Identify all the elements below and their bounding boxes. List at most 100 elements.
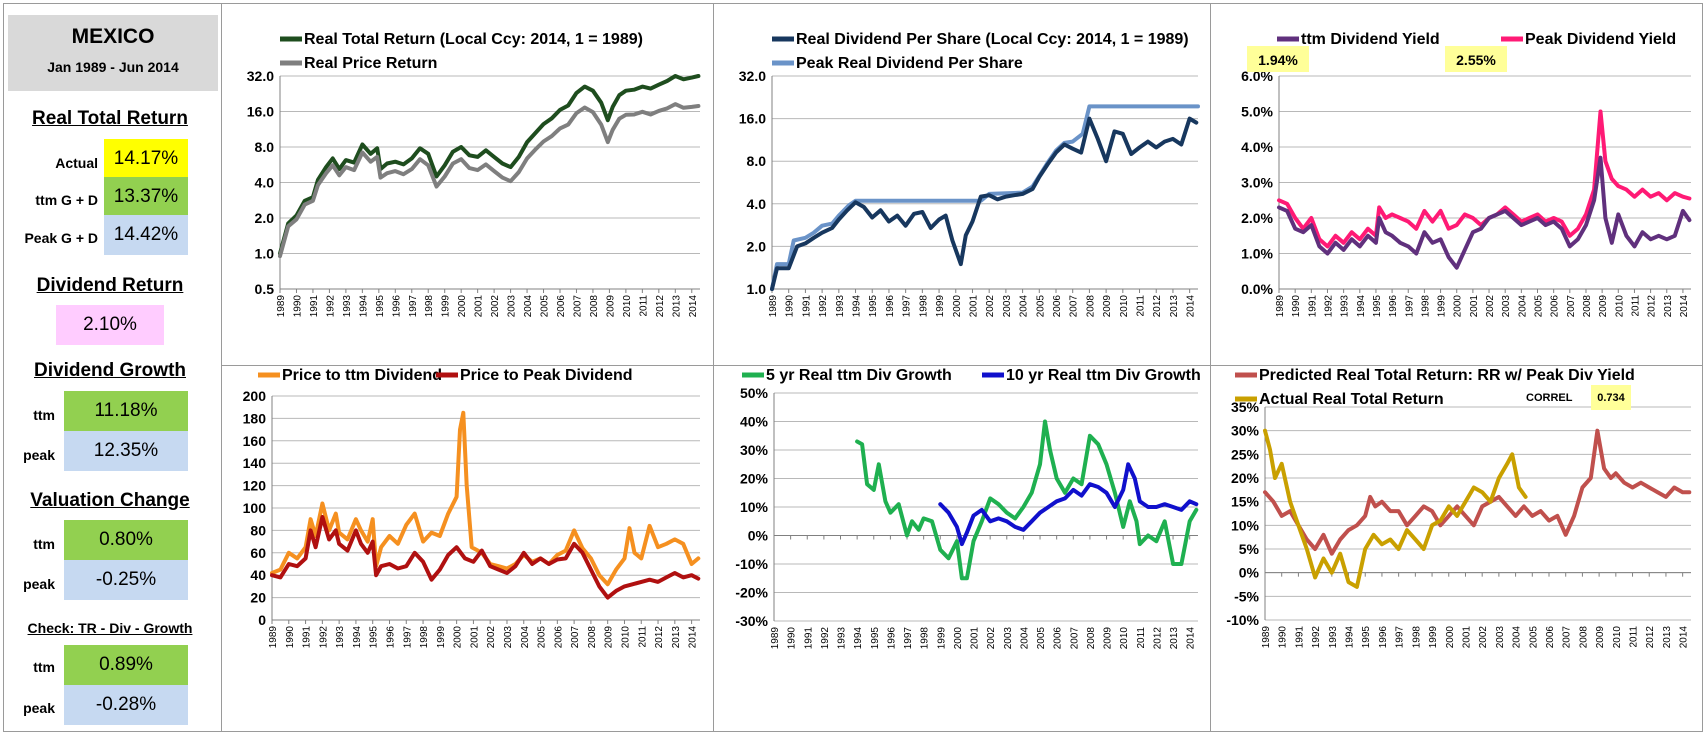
x-tick-label: 2000 (1453, 295, 1464, 318)
divider-horizontal (221, 365, 1703, 366)
value-growth-peak: 12.35% (64, 431, 188, 471)
dashboard-frame (3, 3, 1703, 732)
x-tick-label: 2013 (671, 626, 682, 649)
x-tick-label: 2009 (1595, 626, 1606, 649)
y-tick-label: 8.0 (747, 153, 767, 169)
real-total-return-heading: Real Total Return (32, 108, 188, 129)
x-tick-label: 1997 (1395, 626, 1406, 649)
y-tick-label: 10% (740, 499, 769, 515)
x-tick-label: 2003 (503, 626, 514, 649)
x-tick-label: 2002 (490, 295, 501, 318)
x-tick-label: 2008 (1582, 295, 1593, 318)
y-tick-label: 30% (1231, 423, 1260, 439)
x-tick-label: 2012 (1645, 626, 1656, 649)
y-tick-label: 4.0 (255, 175, 275, 191)
x-tick-label: 2009 (1598, 295, 1609, 318)
y-tick-label: 35% (1231, 399, 1260, 415)
row-label-peak-gd: Peak G + D (24, 230, 98, 246)
x-tick-label: 2002 (985, 295, 996, 318)
x-tick-label: 2002 (986, 627, 997, 650)
y-tick-label: 5.0% (1241, 104, 1273, 120)
y-tick-label: 0 (258, 612, 266, 628)
x-tick-label: 2002 (1478, 626, 1489, 649)
legend-label: Price to ttm Dividend (282, 367, 442, 384)
x-tick-label: 1998 (920, 627, 931, 650)
x-tick-label: 1999 (1428, 626, 1439, 649)
y-tick-label: -10% (1226, 612, 1259, 628)
value-valuation-peak: -0.25% (64, 560, 188, 600)
series-line-real-price-return (278, 102, 701, 259)
x-tick-label: 2013 (1663, 295, 1674, 318)
row-label-ttm-gd: ttm G + D (35, 192, 98, 208)
x-tick-label: 2011 (1630, 295, 1641, 317)
x-tick-label: 1989 (768, 295, 779, 318)
x-tick-label: 2014 (1186, 295, 1197, 318)
x-tick-label: 1998 (1411, 626, 1422, 649)
value-peak-gd: 14.42% (104, 215, 188, 255)
x-tick-label: 1997 (408, 295, 419, 318)
correl-label: CORREL (1526, 392, 1573, 404)
x-tick-label: 1992 (818, 295, 829, 318)
x-tick-label: 1995 (868, 295, 879, 318)
y-tick-label: 20% (740, 471, 769, 487)
x-tick-label: 2003 (507, 295, 518, 318)
x-tick-label: 1989 (276, 295, 287, 318)
x-tick-label: 1990 (285, 626, 296, 649)
value-ttm-gd: 13.37% (104, 177, 188, 217)
x-tick-label: 1993 (1340, 295, 1351, 318)
x-tick-label: 2002 (1485, 295, 1496, 318)
x-tick-label: 1996 (1378, 626, 1389, 649)
row-label-growth-peak: peak (23, 447, 55, 463)
x-tick-label: 1991 (1307, 295, 1318, 318)
x-tick-label: 2001 (968, 295, 979, 318)
x-tick-label: 2008 (1086, 627, 1097, 650)
x-tick-label: 2005 (1036, 627, 1047, 650)
x-tick-label: 2007 (572, 295, 583, 318)
x-tick-label: 1997 (902, 295, 913, 318)
x-tick-label: 1991 (302, 626, 313, 649)
x-tick-label: 1994 (1356, 295, 1367, 318)
x-tick-label: 2004 (523, 295, 534, 318)
divider-middle (713, 3, 714, 732)
country-name: MEXICO (71, 25, 155, 48)
value-valuation-ttm: 0.80% (64, 520, 188, 560)
x-tick-label: 2007 (570, 626, 581, 649)
x-tick-label: 2006 (1052, 295, 1063, 318)
x-tick-label: 1995 (369, 626, 380, 649)
y-tick-label: 0.0% (1241, 281, 1273, 297)
x-tick-label: 2012 (654, 626, 665, 649)
x-tick-label: 1995 (375, 295, 386, 318)
x-tick-label: 2013 (671, 295, 682, 318)
series-line-price-to-peak-dividend (270, 515, 701, 600)
chart-real-dividend-per-share: 1.0 2.0 4.0 8.0 16.0 32.0 1989 1990 1991 1992 1993… (739, 31, 1200, 318)
x-tick-label: 2004 (1019, 295, 1030, 318)
y-tick-label: 4.0 (747, 196, 767, 212)
x-tick-label: 1996 (885, 295, 896, 318)
dividend-return-heading: Dividend Return (36, 275, 184, 296)
divider-right (1210, 3, 1211, 732)
x-tick-label: 1999 (1437, 295, 1448, 318)
x-tick-label: 1994 (352, 626, 363, 649)
x-tick-label: 2006 (1550, 295, 1561, 318)
value-check-ttm: 0.89% (64, 645, 188, 685)
y-tick-label: 200 (243, 388, 267, 404)
chart-dividend-yield: 0.0%1.0%2.0%3.0%4.0%5.0%6.0%1989 1990 1991… (1241, 31, 1692, 318)
x-tick-label: 1993 (342, 295, 353, 318)
y-tick-label: -30% (735, 613, 768, 629)
x-tick-label: 2010 (1614, 295, 1625, 318)
legend-label: Peak Real Dividend Per Share (796, 55, 1023, 72)
y-tick-label: 0% (748, 528, 769, 544)
y-tick-label: -20% (735, 585, 768, 601)
x-tick-label: 2001 (474, 295, 485, 318)
x-tick-label: 1994 (853, 627, 864, 650)
legend-label: 10 yr Real ttm Div Growth (1006, 367, 1201, 384)
x-tick-label: 2000 (952, 295, 963, 318)
x-tick-label: 2009 (1103, 627, 1114, 650)
x-tick-label: 1991 (1294, 626, 1305, 649)
x-tick-label: 1990 (1291, 295, 1302, 318)
x-tick-label: 2012 (655, 295, 666, 318)
y-tick-label: -5% (1234, 588, 1259, 604)
x-tick-label: 1989 (1275, 295, 1286, 318)
x-tick-label: 1992 (820, 627, 831, 650)
x-tick-label: 2005 (540, 295, 551, 318)
